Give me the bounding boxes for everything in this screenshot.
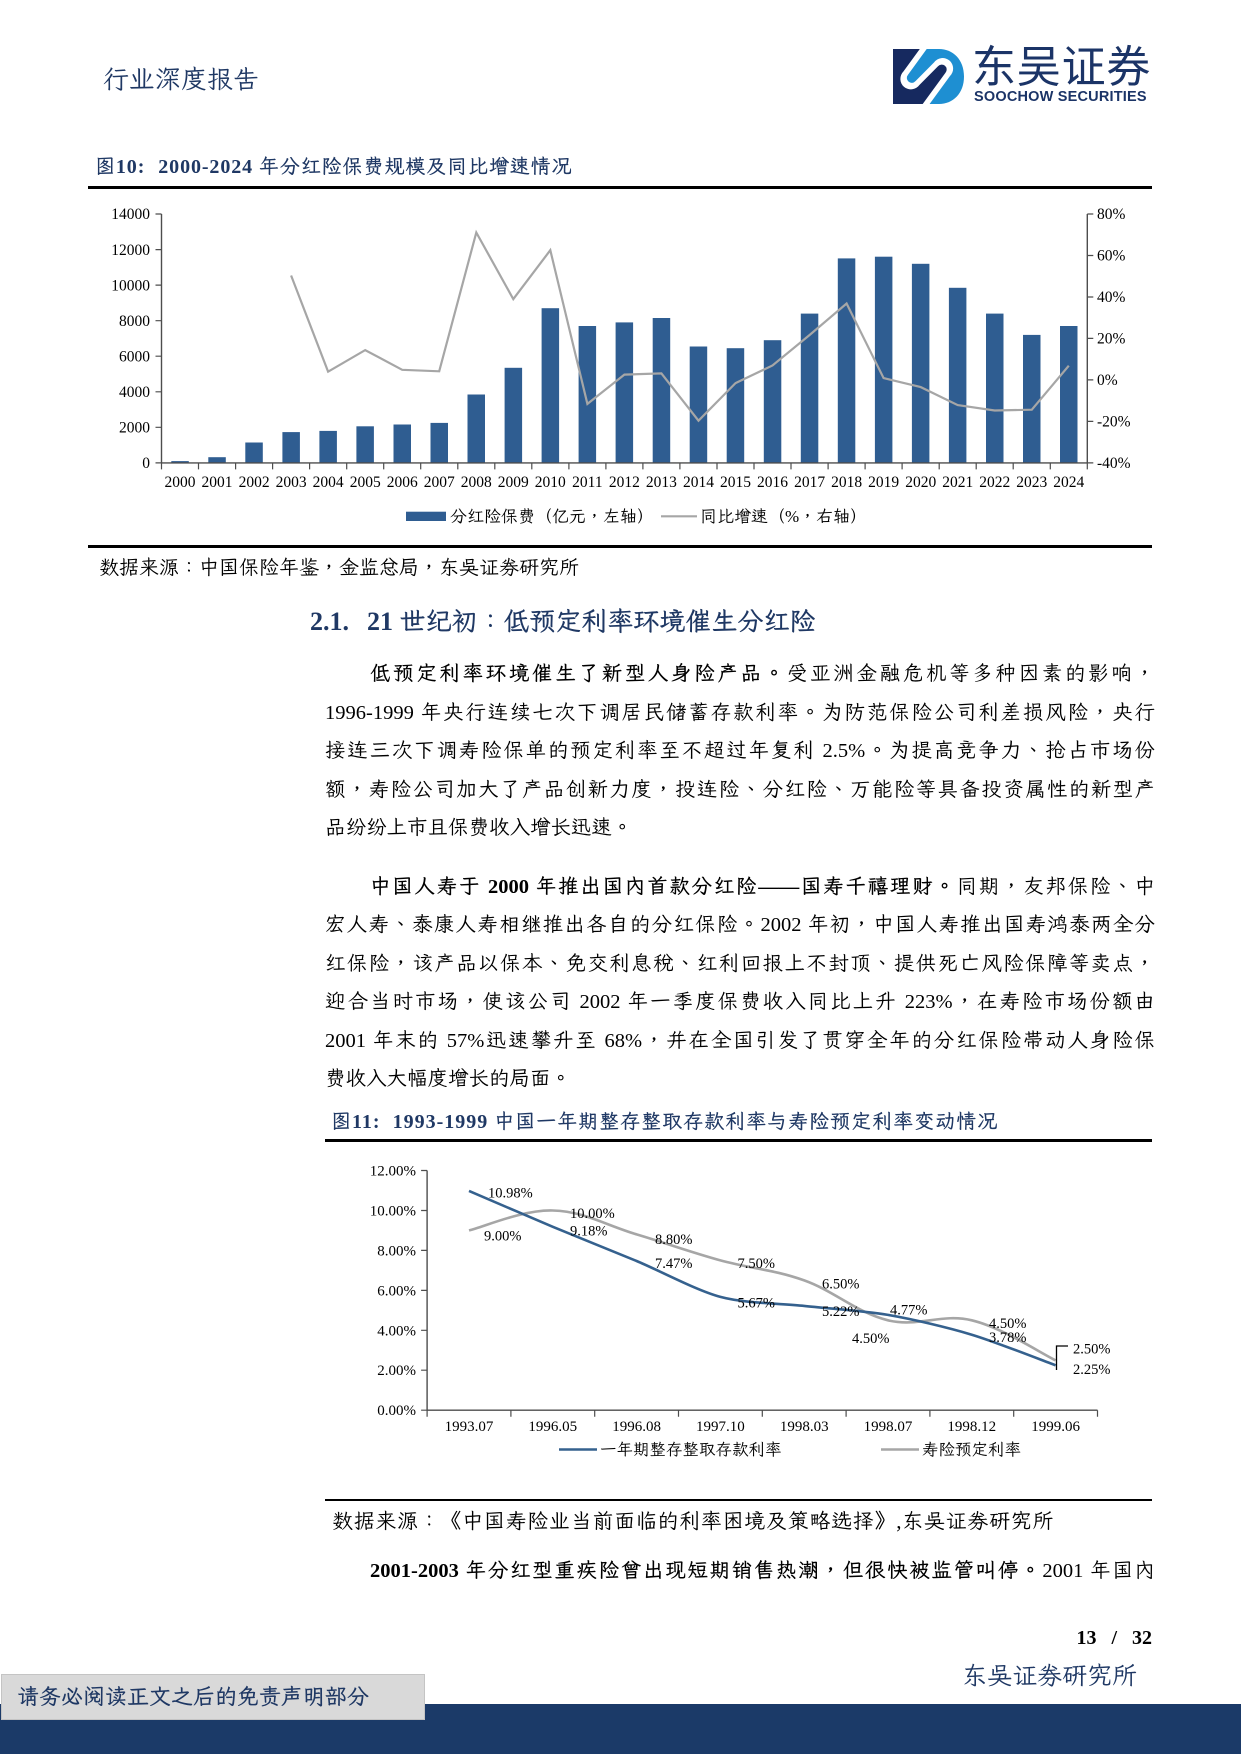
svg-text:2002: 2002 [239, 474, 270, 491]
svg-text:2011: 2011 [572, 474, 602, 491]
svg-text:1999.06: 1999.06 [1031, 1419, 1080, 1435]
svg-text:80%: 80% [1097, 206, 1126, 223]
svg-text:2014: 2014 [683, 474, 714, 491]
svg-text:1997.10: 1997.10 [696, 1419, 745, 1435]
svg-text:10.98%: 10.98% [488, 1186, 533, 1202]
svg-text:6.00%: 6.00% [377, 1283, 416, 1299]
svg-text:1996.05: 1996.05 [528, 1419, 577, 1435]
svg-text:2021: 2021 [942, 474, 973, 491]
svg-text:14000: 14000 [111, 206, 150, 223]
svg-text:10.00%: 10.00% [370, 1204, 416, 1220]
svg-text:3.78%: 3.78% [989, 1330, 1026, 1346]
svg-text:2015: 2015 [720, 474, 751, 491]
svg-text:5.22%: 5.22% [822, 1304, 859, 1320]
svg-text:20%: 20% [1097, 331, 1126, 348]
svg-text:8000: 8000 [119, 313, 150, 330]
svg-text:10.00%: 10.00% [570, 1206, 615, 1222]
svg-text:2004: 2004 [313, 474, 344, 491]
svg-text:2017: 2017 [794, 474, 825, 491]
svg-text:7.47%: 7.47% [655, 1256, 692, 1272]
svg-text:2019: 2019 [868, 474, 899, 491]
svg-text:-20%: -20% [1097, 414, 1131, 431]
svg-text:2000: 2000 [165, 474, 196, 491]
svg-text:6.50%: 6.50% [822, 1277, 859, 1293]
svg-text:10000: 10000 [111, 277, 150, 294]
svg-text:2024: 2024 [1053, 474, 1084, 491]
svg-text:7.50%: 7.50% [738, 1256, 775, 1272]
svg-text:1998.12: 1998.12 [947, 1419, 996, 1435]
svg-text:60%: 60% [1097, 248, 1126, 265]
svg-text:2.00%: 2.00% [377, 1363, 416, 1379]
svg-text:2000: 2000 [119, 420, 150, 437]
svg-text:4.77%: 4.77% [890, 1303, 927, 1319]
svg-text:-40%: -40% [1097, 455, 1131, 472]
svg-text:2020: 2020 [905, 474, 936, 491]
svg-text:0.00%: 0.00% [377, 1403, 416, 1419]
svg-text:2016: 2016 [757, 474, 788, 491]
svg-text:0%: 0% [1097, 372, 1118, 389]
svg-text:2018: 2018 [831, 474, 862, 491]
svg-text:2.50%: 2.50% [1073, 1342, 1110, 1358]
svg-text:2003: 2003 [276, 474, 307, 491]
svg-text:2005: 2005 [350, 474, 381, 491]
svg-text:2023: 2023 [1016, 474, 1047, 491]
svg-text:1998.03: 1998.03 [780, 1419, 829, 1435]
svg-text:0: 0 [142, 455, 150, 472]
svg-text:1993.07: 1993.07 [445, 1419, 494, 1435]
svg-text:2010: 2010 [535, 474, 566, 491]
svg-text:12.00%: 12.00% [370, 1164, 416, 1180]
svg-text:2.25%: 2.25% [1073, 1362, 1110, 1378]
svg-text:1996.08: 1996.08 [612, 1419, 661, 1435]
svg-text:1998.07: 1998.07 [864, 1419, 913, 1435]
svg-text:4000: 4000 [119, 384, 150, 401]
svg-text:2007: 2007 [424, 474, 455, 491]
svg-text:2013: 2013 [646, 474, 677, 491]
svg-text:2001: 2001 [202, 474, 233, 491]
svg-text:12000: 12000 [111, 242, 150, 259]
svg-text:8.00%: 8.00% [377, 1243, 416, 1259]
svg-text:40%: 40% [1097, 289, 1126, 306]
svg-text:6000: 6000 [119, 348, 150, 365]
svg-text:4.50%: 4.50% [989, 1316, 1026, 1332]
svg-text:9.18%: 9.18% [570, 1224, 607, 1240]
svg-text:4.50%: 4.50% [852, 1331, 889, 1347]
svg-text:2009: 2009 [498, 474, 529, 491]
svg-text:9.00%: 9.00% [484, 1229, 521, 1245]
svg-text:8.80%: 8.80% [655, 1232, 692, 1248]
svg-text:4.00%: 4.00% [377, 1323, 416, 1339]
svg-text:5.67%: 5.67% [738, 1296, 775, 1312]
svg-text:2008: 2008 [461, 474, 492, 491]
svg-text:2012: 2012 [609, 474, 640, 491]
svg-text:2022: 2022 [979, 474, 1010, 491]
svg-text:2006: 2006 [387, 474, 418, 491]
